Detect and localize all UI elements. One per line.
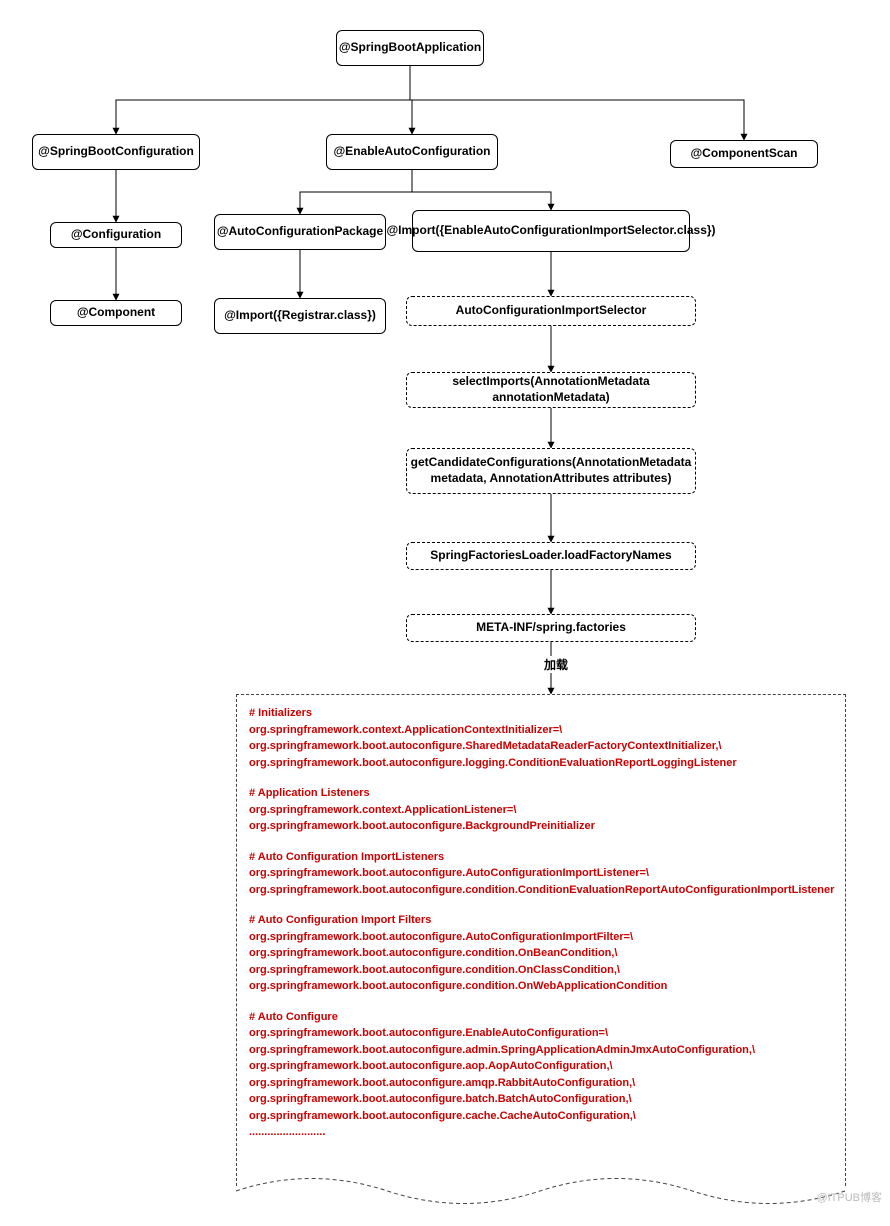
factories-line: org.springframework.boot.autoconfigure.a… [249, 1075, 833, 1092]
node-config: @Configuration [50, 222, 182, 248]
factories-line: org.springframework.boot.autoconfigure.l… [249, 755, 833, 772]
node-autopkg: @AutoConfigurationPackage [214, 214, 386, 250]
factories-line: org.springframework.context.ApplicationC… [249, 722, 833, 739]
factories-line: org.springframework.boot.autoconfigure.c… [249, 1108, 833, 1125]
node-component: @Component [50, 300, 182, 326]
factories-block: # Auto Configuration Import Filtersorg.s… [249, 912, 833, 995]
factories-line: # Initializers [249, 705, 833, 722]
factories-line: org.springframework.boot.autoconfigure.S… [249, 738, 833, 755]
node-enableauto: @EnableAutoConfiguration [326, 134, 498, 170]
factories-block: # Application Listenersorg.springframewo… [249, 785, 833, 835]
factories-line: # Auto Configuration Import Filters [249, 912, 833, 929]
node-compscan: @ComponentScan [670, 140, 818, 168]
watermark: @ITPUB博客 [816, 1189, 882, 1205]
factories-line: org.springframework.boot.autoconfigure.A… [249, 865, 833, 882]
factories-line: org.springframework.boot.autoconfigure.b… [249, 1091, 833, 1108]
node-sbconf: @SpringBootConfiguration [32, 134, 200, 170]
node-root: @SpringBootApplication [336, 30, 484, 66]
spring-factories-content: # Initializersorg.springframework.contex… [236, 694, 846, 1186]
factories-block: # Auto Configureorg.springframework.boot… [249, 1009, 833, 1141]
factories-line: org.springframework.boot.autoconfigure.c… [249, 882, 833, 899]
node-metainf: META-INF/spring.factories [406, 614, 696, 642]
node-importsel: @Import({EnableAutoConfigurationImportSe… [412, 210, 690, 252]
node-acis: AutoConfigurationImportSelector [406, 296, 696, 326]
factories-line: # Auto Configuration ImportListeners [249, 849, 833, 866]
factories-line: # Auto Configure [249, 1009, 833, 1026]
edge-label-load: 加载 [542, 656, 570, 673]
factories-line: org.springframework.boot.autoconfigure.E… [249, 1025, 833, 1042]
factories-line: org.springframework.context.ApplicationL… [249, 802, 833, 819]
factories-line: org.springframework.boot.autoconfigure.c… [249, 945, 833, 962]
node-loadfac: SpringFactoriesLoader.loadFactoryNames [406, 542, 696, 570]
factories-line: ......................... [249, 1124, 833, 1141]
factories-line: org.springframework.boot.autoconfigure.a… [249, 1058, 833, 1075]
factories-line: org.springframework.boot.autoconfigure.B… [249, 818, 833, 835]
factories-line: # Application Listeners [249, 785, 833, 802]
node-getcand: getCandidateConfigurations(AnnotationMet… [406, 448, 696, 494]
node-registrar: @Import({Registrar.class}) [214, 298, 386, 334]
factories-block: # Auto Configuration ImportListenersorg.… [249, 849, 833, 899]
factories-line: org.springframework.boot.autoconfigure.c… [249, 962, 833, 979]
factories-line: org.springframework.boot.autoconfigure.A… [249, 929, 833, 946]
factories-line: org.springframework.boot.autoconfigure.c… [249, 978, 833, 995]
node-selimp: selectImports(AnnotationMetadata annotat… [406, 372, 696, 408]
factories-line: org.springframework.boot.autoconfigure.a… [249, 1042, 833, 1059]
factories-block: # Initializersorg.springframework.contex… [249, 705, 833, 771]
